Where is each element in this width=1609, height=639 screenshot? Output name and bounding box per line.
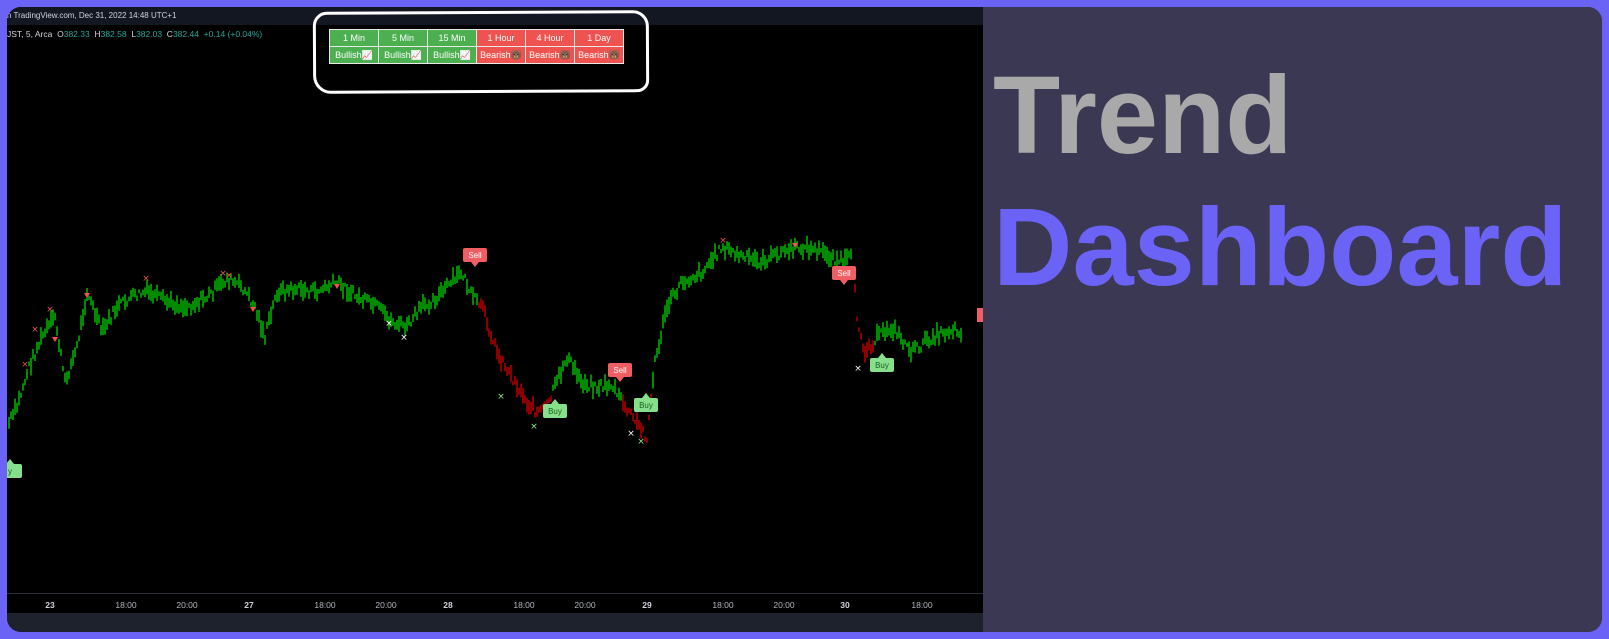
trend-state: Bearish🐻 bbox=[574, 46, 624, 64]
signal-x-marker: × bbox=[385, 319, 393, 329]
time-axis-label: 27 bbox=[244, 600, 254, 610]
time-axis-label: 18:00 bbox=[911, 600, 933, 610]
down-triangle-marker bbox=[52, 337, 58, 342]
topbar-text: n TradingView.com, Dec 31, 2022 14:48 UT… bbox=[7, 11, 177, 20]
svg-text:Buy: Buy bbox=[548, 407, 562, 416]
time-axis-label: 18:00 bbox=[712, 600, 734, 610]
time-axis[interactable]: 23 18:00 20:00 27 18:00 20:00 28 18:00 20:00 29 18… bbox=[7, 593, 983, 614]
high-label: H bbox=[94, 29, 101, 39]
signal-x-marker: × bbox=[854, 364, 862, 374]
time-axis-label: 18:00 bbox=[513, 600, 535, 610]
ohlc-legend: JST, 5, Arca O382.33 H382.58 L382.03 C38… bbox=[7, 29, 262, 39]
low-value: 382.03 bbox=[136, 29, 163, 39]
time-axis-label: 20:00 bbox=[574, 600, 596, 610]
banner-title-dashboard: Dashboard bbox=[993, 186, 1568, 309]
banner-title-trend: Trend bbox=[993, 54, 1293, 177]
time-axis-label: 23 bbox=[45, 600, 55, 610]
trend-state: Bearish🐻 bbox=[476, 46, 526, 64]
down-triangle-marker bbox=[250, 307, 256, 312]
signal-x-marker: × bbox=[400, 333, 408, 343]
signal-x-marker: × bbox=[142, 274, 150, 284]
buy-signal-label: Buy bbox=[634, 393, 658, 412]
change-value: +0.14 (+0.04%) bbox=[203, 29, 263, 39]
signal-x-marker: × bbox=[225, 271, 233, 281]
signal-x-marker: × bbox=[219, 269, 227, 279]
buy-signal-label: y bbox=[7, 459, 22, 478]
time-axis-label: 20:00 bbox=[375, 600, 397, 610]
open-value: 382.33 bbox=[63, 29, 90, 39]
tf-header: 5 Min bbox=[378, 29, 428, 47]
svg-text:Sell: Sell bbox=[837, 269, 851, 278]
sell-signal-label: Sell bbox=[832, 266, 856, 285]
close-value: 382.44 bbox=[172, 29, 199, 39]
inner-card: n TradingView.com, Dec 31, 2022 14:48 UT… bbox=[7, 7, 1602, 632]
title-panel: Trend Dashboard bbox=[983, 7, 1602, 632]
timeframe-header-row: 1 Min 5 Min 15 Min 1 Hour 4 Hour 1 Day bbox=[329, 29, 624, 47]
low-label: L bbox=[131, 29, 137, 39]
signal-x-marker: × bbox=[637, 437, 645, 447]
chart-topbar: n TradingView.com, Dec 31, 2022 14:48 UT… bbox=[7, 7, 983, 25]
high-value: 382.58 bbox=[100, 29, 127, 39]
svg-text:Sell: Sell bbox=[613, 366, 627, 375]
sell-signal-label: Sell bbox=[463, 248, 487, 267]
time-axis-label: 18:00 bbox=[314, 600, 336, 610]
sell-signal-label: Sell bbox=[608, 363, 632, 382]
symbol-label: JST, 5, Arca bbox=[7, 29, 53, 39]
trend-state: Bullish📈 bbox=[427, 46, 477, 64]
down-triangle-marker bbox=[334, 284, 340, 289]
signal-x-marker: × bbox=[497, 392, 505, 402]
chart-bottom-bar bbox=[7, 613, 983, 632]
tf-header: 1 Day bbox=[574, 29, 624, 47]
signal-x-marker: × bbox=[530, 422, 538, 432]
trend-dashboard-table: 1 Min 5 Min 15 Min 1 Hour 4 Hour 1 Day B… bbox=[329, 29, 624, 64]
tf-header: 1 Min bbox=[329, 29, 379, 47]
time-axis-label: 20:00 bbox=[176, 600, 198, 610]
trend-state: Bullish📈 bbox=[329, 46, 379, 64]
time-axis-label: 28 bbox=[443, 600, 453, 610]
tf-header: 15 Min bbox=[427, 29, 477, 47]
sell-signal-label-partial bbox=[977, 308, 983, 322]
buy-signal-label: Buy bbox=[870, 353, 894, 372]
time-axis-label: 29 bbox=[642, 600, 652, 610]
svg-text:Buy: Buy bbox=[875, 361, 889, 370]
svg-text:Buy: Buy bbox=[639, 401, 653, 410]
price-chart[interactable]: n TradingView.com, Dec 31, 2022 14:48 UT… bbox=[7, 7, 983, 632]
signal-x-marker: × bbox=[31, 325, 39, 335]
open-label: O bbox=[57, 29, 64, 39]
tf-header: 4 Hour bbox=[525, 29, 575, 47]
time-axis-label: 30 bbox=[840, 600, 850, 610]
trend-state-row: Bullish📈 Bullish📈 Bullish📈 Bearish🐻 Bear… bbox=[329, 46, 624, 64]
time-axis-label: 20:00 bbox=[773, 600, 795, 610]
down-triangle-marker bbox=[84, 293, 90, 298]
svg-text:Sell: Sell bbox=[468, 251, 482, 260]
svg-text:y: y bbox=[8, 467, 12, 476]
trend-state: Bearish🐻 bbox=[525, 46, 575, 64]
time-axis-label: 18:00 bbox=[115, 600, 137, 610]
signal-x-marker: × bbox=[719, 236, 727, 246]
trend-state: Bullish📈 bbox=[378, 46, 428, 64]
down-triangle-marker bbox=[792, 243, 798, 248]
close-label: C bbox=[166, 29, 173, 39]
buy-signal-label: Buy bbox=[543, 399, 567, 418]
signal-x-marker: × bbox=[21, 360, 29, 370]
tf-header: 1 Hour bbox=[476, 29, 526, 47]
signal-x-marker: × bbox=[46, 305, 54, 315]
signal-x-marker: × bbox=[627, 429, 635, 439]
